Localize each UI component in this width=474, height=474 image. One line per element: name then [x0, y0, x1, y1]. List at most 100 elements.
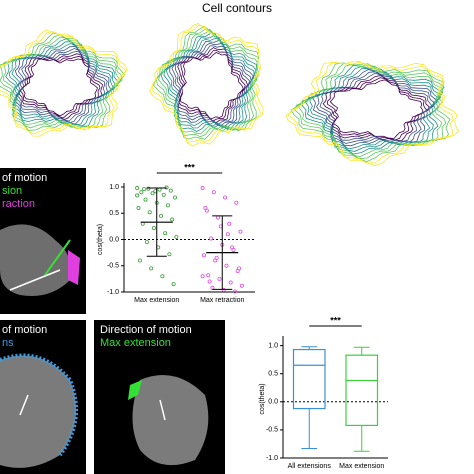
contour	[20, 55, 101, 118]
point	[168, 188, 173, 193]
contour	[149, 23, 264, 147]
contour	[13, 45, 111, 125]
point	[228, 280, 233, 285]
panel-label: Max extension	[100, 337, 171, 349]
figure-title: Cell contours	[202, 1, 272, 15]
panel-label: of motion	[2, 324, 47, 336]
y-tick-label: -0.5	[266, 427, 278, 434]
point	[202, 253, 207, 258]
contour	[18, 53, 104, 120]
panel-label: of motion	[2, 172, 47, 184]
contour	[0, 31, 126, 135]
contour	[8, 41, 117, 127]
cell-image	[0, 355, 77, 468]
point	[161, 192, 166, 197]
arrow	[159, 399, 166, 421]
contour	[151, 24, 261, 143]
arrow	[19, 394, 29, 416]
point	[137, 258, 142, 263]
panel-label: Direction of motion	[100, 324, 192, 336]
point	[139, 190, 144, 195]
point	[234, 200, 239, 205]
x-tick-label: All extensions	[288, 463, 332, 470]
contour	[180, 52, 244, 120]
y-tick-label: -1.0	[266, 455, 278, 462]
point	[200, 274, 205, 279]
y-tick-label: -1.0	[107, 289, 119, 296]
retraction-region	[68, 250, 80, 285]
significance-label: ***	[330, 315, 341, 325]
point	[164, 185, 169, 190]
y-tick-label: -0.5	[107, 263, 119, 270]
point	[170, 217, 175, 222]
panel-label: ns	[2, 337, 14, 349]
point	[225, 232, 230, 237]
point	[135, 186, 140, 191]
point	[167, 252, 172, 257]
y-axis-label: cos(theta)	[259, 383, 266, 414]
point	[163, 231, 168, 236]
contour	[312, 69, 438, 147]
contour	[169, 40, 254, 128]
point	[214, 255, 219, 260]
y-tick-label: 0.5	[268, 371, 278, 378]
point	[217, 276, 222, 281]
point	[146, 186, 151, 191]
point	[200, 186, 205, 191]
panel-label: raction	[2, 198, 35, 210]
y-tick-label: 0.0	[268, 399, 278, 406]
y-tick-label: 1.0	[109, 184, 119, 191]
contour	[329, 79, 424, 139]
contour	[155, 28, 259, 138]
point	[206, 273, 211, 278]
point	[136, 205, 141, 210]
point	[165, 203, 170, 208]
extension-region	[0, 353, 79, 457]
point	[135, 193, 140, 198]
point	[223, 195, 228, 200]
point	[151, 225, 156, 230]
point	[160, 274, 165, 279]
cell-image	[0, 224, 71, 296]
contour	[158, 29, 259, 135]
contour	[309, 68, 440, 150]
contour	[15, 48, 109, 124]
contour	[0, 29, 128, 137]
significance-label: ***	[184, 162, 195, 172]
point	[144, 240, 149, 245]
point	[221, 287, 226, 292]
contour	[287, 61, 454, 164]
point	[158, 213, 163, 218]
contour	[177, 47, 248, 123]
point	[224, 263, 229, 268]
panel-label: sion	[2, 185, 22, 197]
cell-contours	[0, 23, 460, 167]
box	[292, 348, 326, 410]
cell-image	[132, 375, 209, 466]
point	[203, 205, 208, 210]
y-axis-label: cos(theta)	[97, 224, 104, 255]
charts: -1.0 -0.5 0.0 0.5 1.0 cos(theta) Max extension…	[97, 162, 388, 470]
x-tick-label: Max extension	[134, 297, 179, 304]
contour	[290, 62, 451, 163]
arrow	[44, 239, 71, 276]
contour	[304, 66, 441, 152]
point	[149, 266, 154, 271]
box	[345, 354, 379, 427]
x-tick-label: Max retraction	[200, 297, 244, 304]
point	[171, 282, 176, 287]
point	[227, 221, 232, 226]
extension-region	[128, 380, 142, 400]
point	[239, 283, 244, 288]
point	[147, 210, 152, 215]
point	[150, 191, 155, 196]
point	[207, 279, 212, 284]
x-tick-label: Max extension	[339, 463, 384, 470]
point	[230, 245, 235, 250]
contour	[285, 61, 460, 167]
point	[209, 236, 214, 241]
point	[232, 289, 237, 294]
point	[172, 195, 177, 200]
